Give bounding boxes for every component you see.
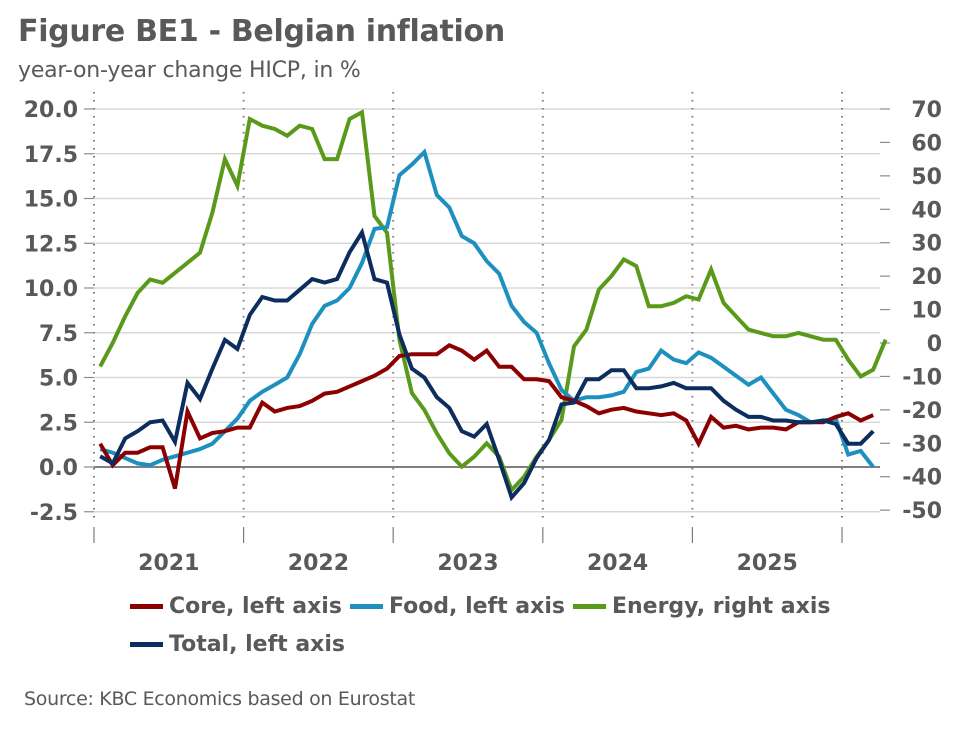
right-tick-label: -40 xyxy=(902,466,942,491)
right-tick-label: -30 xyxy=(902,432,942,457)
legend-swatch-core xyxy=(130,603,163,609)
left-tick-label: 20.0 xyxy=(24,98,78,123)
right-tick-label: -50 xyxy=(902,499,942,524)
left-axis: -2.5 0.0 2.5 5.0 7.5 10.0 12.5 15.0 17.5 20.0 xyxy=(24,98,94,526)
legend-label-core: Core, left axis xyxy=(169,593,342,619)
x-tick-label: 2025 xyxy=(737,551,798,576)
right-tick-label: -10 xyxy=(902,365,942,390)
legend-item-food[interactable]: Food, left axis xyxy=(349,593,565,619)
x-tick-label: 2024 xyxy=(587,551,648,576)
right-tick-label: -20 xyxy=(902,399,942,424)
right-tick-label: 20 xyxy=(911,265,942,290)
series-line-energy xyxy=(98,109,888,494)
right-tick-label: 10 xyxy=(911,299,942,324)
legend-swatch-total xyxy=(130,641,163,647)
right-axis: -50 -40 -30 -20 -10 0 10 20 30 40 50 60 70 xyxy=(880,98,942,524)
left-tick-label: 7.5 xyxy=(39,322,78,347)
legend-label-food: Food, left axis xyxy=(388,593,565,619)
legend-swatch-food xyxy=(349,603,383,609)
series-lines xyxy=(98,109,888,502)
legend: Core, left axis Food, left axis Energy, … xyxy=(130,588,890,664)
left-tick-label: 17.5 xyxy=(24,143,78,168)
right-tick-label: 40 xyxy=(911,198,942,223)
series-line-total xyxy=(99,227,875,502)
left-tick-label: 15.0 xyxy=(24,188,78,213)
legend-item-energy[interactable]: Energy, right axis xyxy=(572,593,831,619)
legend-label-energy: Energy, right axis xyxy=(611,593,831,619)
right-tick-label: 60 xyxy=(911,131,942,156)
left-tick-label: 2.5 xyxy=(39,411,78,436)
legend-row-1: Core, left axis Food, left axis Energy, … xyxy=(130,588,890,624)
series-line-food xyxy=(99,148,875,469)
left-tick-label: -2.5 xyxy=(30,501,78,526)
legend-swatch-energy xyxy=(572,603,606,609)
left-tick-label: 12.5 xyxy=(24,232,78,257)
legend-item-core[interactable]: Core, left axis xyxy=(130,594,342,619)
right-tick-label: 0 xyxy=(927,332,942,357)
right-tick-label: 70 xyxy=(911,98,942,123)
left-tick-label: 0.0 xyxy=(39,456,78,481)
x-tick-label: 2021 xyxy=(138,551,199,576)
legend-label-total: Total, left axis xyxy=(169,631,345,657)
legend-row-2: Total, left axis xyxy=(130,626,890,662)
series-line-core xyxy=(98,343,874,490)
chart-subtitle: year-on-year change HICP, in % xyxy=(18,58,361,83)
right-tick-label: 30 xyxy=(911,232,942,257)
left-tick-label: 10.0 xyxy=(24,277,78,302)
right-tick-label: 50 xyxy=(911,165,942,190)
gridlines xyxy=(94,108,880,513)
source-note: Source: KBC Economics based on Eurostat xyxy=(24,688,415,710)
chart-title: Figure BE1 - Belgian inflation xyxy=(18,14,505,49)
x-axis: 2021 2022 2023 2024 2025 xyxy=(93,527,843,576)
left-tick-label: 5.0 xyxy=(39,367,78,392)
x-tick-label: 2022 xyxy=(288,551,349,576)
x-tick-label: 2023 xyxy=(437,551,498,576)
legend-item-total[interactable]: Total, left axis xyxy=(130,632,345,657)
